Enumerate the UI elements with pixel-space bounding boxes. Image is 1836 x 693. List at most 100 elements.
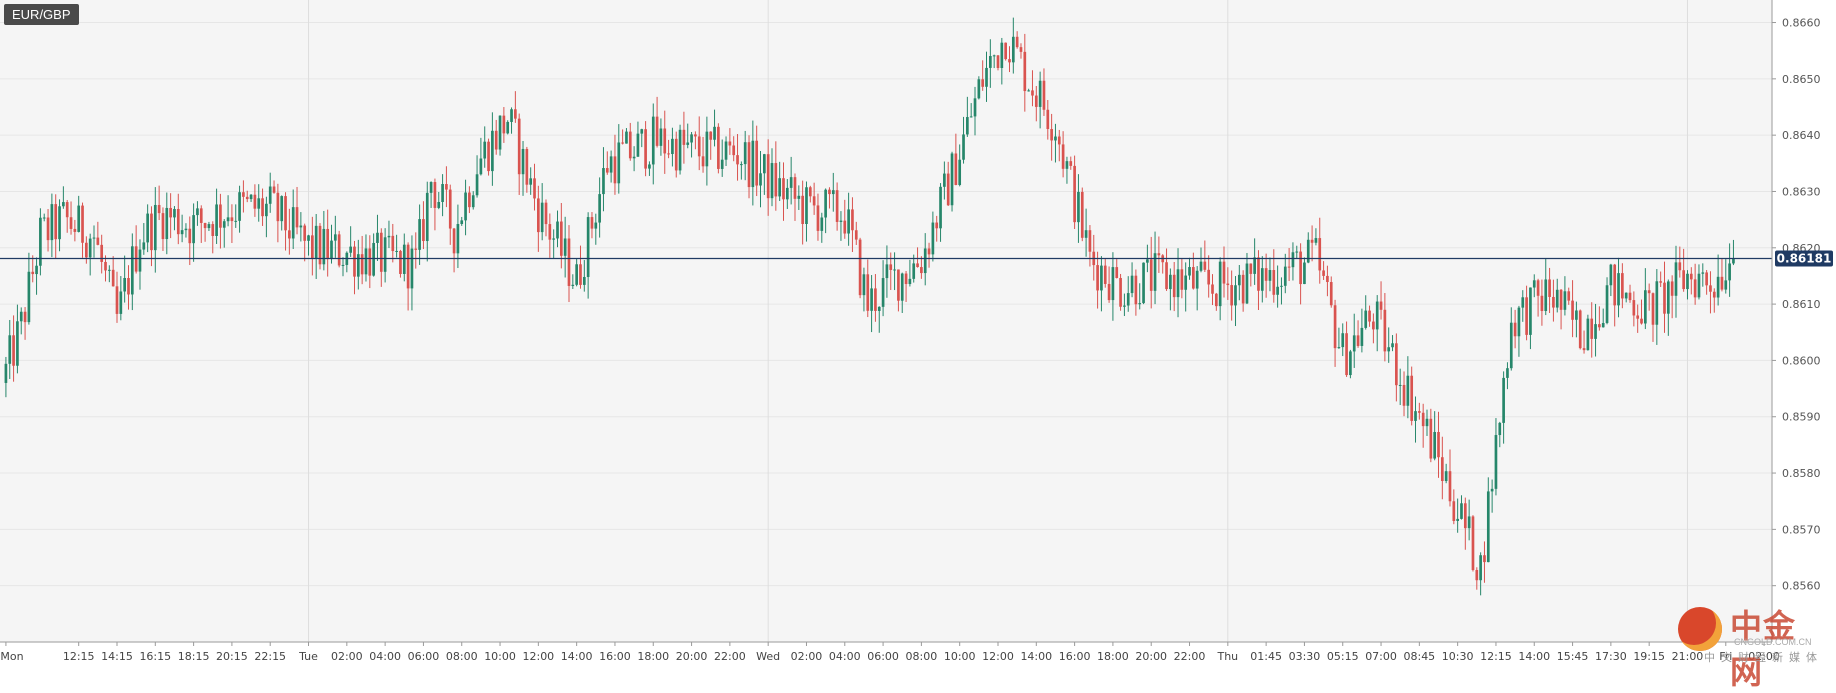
candle-body xyxy=(1728,263,1731,281)
candle-body xyxy=(881,278,885,307)
candle-body xyxy=(686,142,690,145)
candle-body xyxy=(671,138,674,155)
candle-body xyxy=(1226,283,1230,286)
candle-body xyxy=(192,215,195,244)
x-tick-label: 20:15 xyxy=(216,650,248,663)
candle-body xyxy=(475,174,479,196)
candle-body xyxy=(498,115,502,150)
candle-body xyxy=(1264,268,1268,281)
candle-body xyxy=(1621,273,1624,299)
candle-body xyxy=(1054,136,1057,141)
candle-body xyxy=(1391,343,1394,348)
x-tick-label: 12:15 xyxy=(63,650,95,663)
candle-body xyxy=(349,246,352,253)
candle-body xyxy=(678,129,682,171)
y-tick-label: 0.8600 xyxy=(1782,354,1821,367)
candle-body xyxy=(1414,411,1417,421)
x-tick-label: 14:00 xyxy=(561,650,593,663)
candle-body xyxy=(383,237,387,272)
candle-body xyxy=(966,117,969,135)
candle-body xyxy=(605,168,609,173)
candle-body xyxy=(1636,315,1640,319)
candle-body xyxy=(249,194,253,200)
candle-body xyxy=(839,220,843,222)
candle-body xyxy=(391,235,395,252)
candle-body xyxy=(441,184,444,202)
candle-body xyxy=(307,235,310,241)
candle-body xyxy=(954,153,958,185)
candle-body xyxy=(1536,280,1540,296)
candle-body xyxy=(862,274,866,296)
candle-body xyxy=(537,198,540,233)
candle-body xyxy=(238,192,241,221)
candle-body xyxy=(1077,191,1080,223)
candle-body xyxy=(1291,252,1295,268)
candle-body xyxy=(563,238,567,256)
candle-body xyxy=(479,158,483,175)
candle-body xyxy=(494,130,498,150)
candle-body xyxy=(1406,375,1410,406)
candle-body xyxy=(1655,281,1659,325)
candle-body xyxy=(1329,282,1333,306)
candle-body xyxy=(1115,267,1119,278)
candle-body xyxy=(640,129,644,134)
candle-body xyxy=(376,232,379,243)
candle-body xyxy=(1460,503,1463,519)
candle-body xyxy=(1368,310,1371,322)
y-tick-label: 0.8630 xyxy=(1782,185,1821,198)
candle-body xyxy=(962,134,965,160)
candle-body xyxy=(648,164,651,169)
candle-body xyxy=(1689,273,1693,280)
candle-body xyxy=(379,232,383,272)
candle-body xyxy=(1720,276,1724,290)
x-tick-label: 16:00 xyxy=(599,650,631,663)
candle-body xyxy=(935,222,939,229)
symbol-badge[interactable]: EUR/GBP xyxy=(4,4,79,25)
candle-body xyxy=(1146,259,1149,263)
grid-lines xyxy=(0,0,1772,642)
candle-body xyxy=(667,153,670,155)
candle-body xyxy=(908,278,912,285)
y-tick-label: 0.8660 xyxy=(1782,17,1821,30)
plot-background xyxy=(0,0,1772,642)
candle-body xyxy=(621,142,624,144)
candle-body xyxy=(1119,277,1122,307)
watermark-logo: 中金网 CNGOLD.COM.CN 中文财经新媒体 xyxy=(1678,601,1828,691)
candle-body xyxy=(1149,259,1153,291)
candle-body xyxy=(1283,266,1287,286)
cngold-logo-icon xyxy=(1678,607,1722,651)
candle-body xyxy=(157,204,161,214)
x-tick-label: 04:00 xyxy=(369,650,401,663)
candle-body xyxy=(173,208,176,218)
watermark-sub: 中文财经新媒体 xyxy=(1704,651,1823,664)
candle-body xyxy=(219,204,222,228)
candle-body xyxy=(429,182,433,193)
current-price-tag-bg xyxy=(1775,250,1833,267)
candle-body xyxy=(96,237,100,245)
candle-body xyxy=(694,134,697,137)
candle-body xyxy=(1322,270,1325,276)
candle-body xyxy=(797,195,801,199)
candle-body xyxy=(456,224,460,254)
candle-body xyxy=(1590,318,1594,339)
candle-body xyxy=(341,264,345,266)
candle-body xyxy=(766,154,770,199)
candle-body xyxy=(207,224,211,229)
x-tick-label: Wed xyxy=(756,650,780,663)
candle-body xyxy=(751,140,755,188)
candle-body xyxy=(1682,270,1685,290)
candle-body xyxy=(73,228,77,232)
candle-body xyxy=(1697,273,1701,298)
candle-body xyxy=(452,228,456,254)
candle-body xyxy=(820,217,824,231)
candle-body xyxy=(16,321,19,366)
candle-body xyxy=(1103,265,1107,284)
candle-body xyxy=(893,269,896,271)
candle-body xyxy=(1605,285,1609,323)
candle-body xyxy=(625,131,628,144)
candle-body xyxy=(130,246,134,295)
candle-body xyxy=(402,244,406,274)
candle-body xyxy=(1705,272,1708,286)
candle-body xyxy=(1613,264,1617,306)
candle-body xyxy=(1253,257,1256,274)
